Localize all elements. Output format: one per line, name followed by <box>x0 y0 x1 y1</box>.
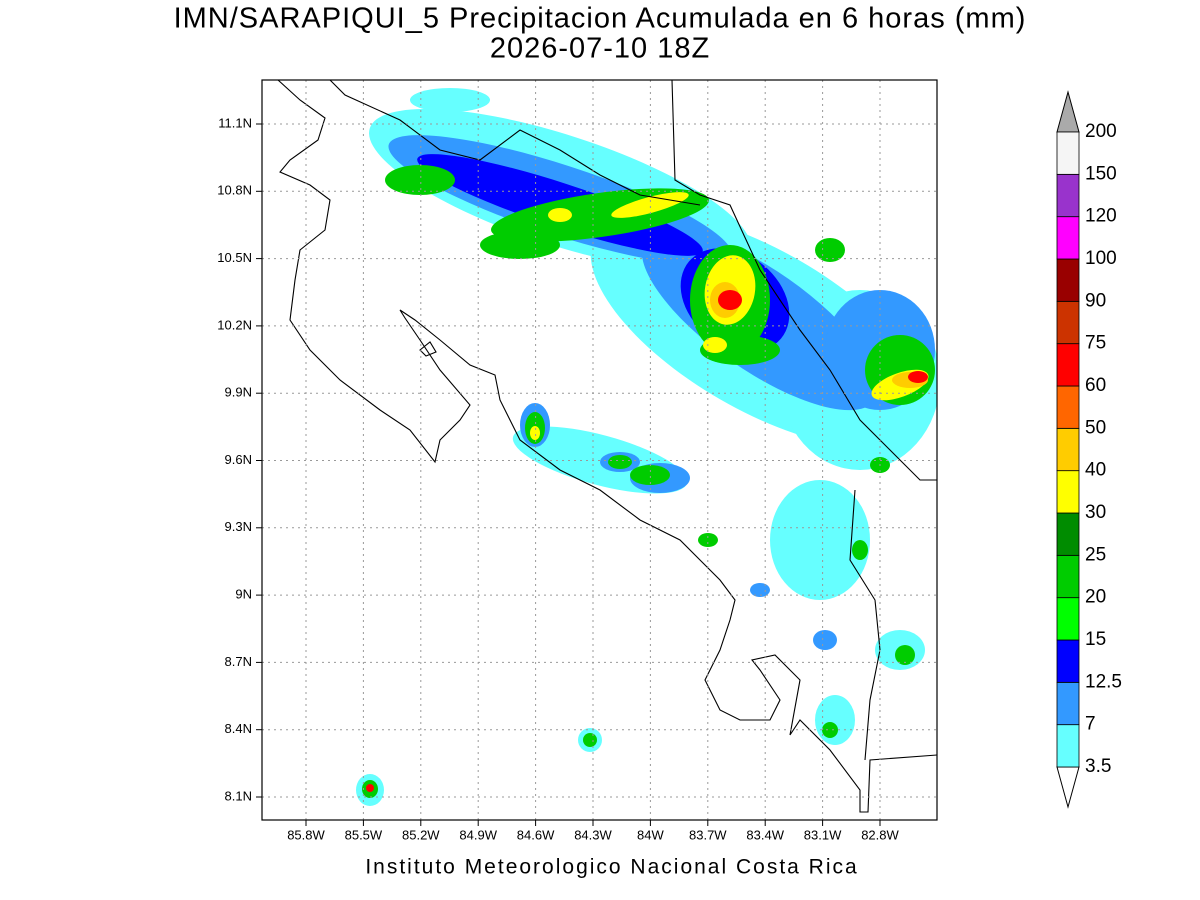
lat-label: 10.8N <box>217 183 252 198</box>
lon-label: 84.6W <box>517 827 555 842</box>
colorbar-arrow-below <box>1056 766 1080 809</box>
subtitle: 2026-07-10 18Z <box>490 33 710 65</box>
colorbar-label: 60 <box>1085 375 1106 396</box>
colorbar-label: 20 <box>1085 587 1106 608</box>
colorbar-label: 25 <box>1085 544 1106 565</box>
title: IMN/SARAPIQUI_5 Precipitacion Acumulada … <box>174 3 1027 35</box>
colorbar-label: 3.5 <box>1085 756 1111 777</box>
colorbar-swatch <box>1056 385 1080 429</box>
colorbar-swatch <box>1056 216 1080 260</box>
lon-label: 85.8W <box>287 827 325 842</box>
map-frame <box>261 79 938 821</box>
colorbar-label: 30 <box>1085 502 1106 523</box>
colorbar-label: 150 <box>1085 163 1117 184</box>
lat-label: 8.4N <box>225 721 252 736</box>
colorbar-swatch <box>1056 300 1080 345</box>
colorbar-swatch <box>1056 343 1080 387</box>
colorbar-swatch <box>1056 173 1080 218</box>
lat-label: 10.5N <box>217 250 252 265</box>
lon-label: 83.1W <box>804 827 842 842</box>
colorbar-arrow-above <box>1056 90 1080 133</box>
colorbar-swatch <box>1056 597 1080 641</box>
lon-label: 85.5W <box>345 827 383 842</box>
colorbar-swatch <box>1056 639 1080 683</box>
lat-label: 10.2N <box>217 317 252 332</box>
colorbar-label: 100 <box>1085 248 1117 269</box>
colorbar-swatch <box>1056 554 1080 599</box>
graticule: 11.1N 10.8N 10.5N 10.2N 9.9N 9.6N 9.3N 9N 8.7N 8.… <box>217 80 937 842</box>
colorbar: 3.5 7 12.5 15 20 25 30 40 50 60 75 90 100 120 150 200 <box>1056 90 1122 809</box>
precipitation-field <box>356 88 937 806</box>
colorbar-label: 7 <box>1085 714 1096 735</box>
colorbar-swatch <box>1056 131 1080 175</box>
lat-label: 8.7N <box>225 654 252 669</box>
colorbar-label: 75 <box>1085 333 1106 354</box>
colorbar-swatch <box>1056 470 1080 514</box>
colorbar-swatch <box>1056 681 1080 726</box>
colorbar-label: 40 <box>1085 460 1106 481</box>
lon-label: 83.4W <box>746 827 784 842</box>
lat-label: 8.1N <box>225 788 252 803</box>
lat-label: 9.9N <box>225 385 252 400</box>
colorbar-swatch <box>1056 724 1080 768</box>
lon-label: 85.2W <box>402 827 440 842</box>
credit: Instituto Meteorologico Nacional Costa R… <box>365 856 858 879</box>
lon-label: 82.8W <box>861 827 899 842</box>
colorbar-swatch <box>1056 258 1080 302</box>
colorbar-label: 120 <box>1085 206 1117 227</box>
lat-label: 9.6N <box>225 452 252 467</box>
colorbar-label: 200 <box>1085 121 1117 142</box>
lat-label: 9N <box>235 587 252 602</box>
lon-label: 84.3W <box>574 827 612 842</box>
colorbar-label: 12.5 <box>1085 671 1122 692</box>
lat-label: 11.1N <box>218 115 252 130</box>
lat-label: 9.3N <box>225 519 252 534</box>
colorbar-label: 90 <box>1085 290 1106 311</box>
colorbar-swatch <box>1056 512 1080 556</box>
colorbar-label: 15 <box>1085 629 1106 650</box>
lon-label: 84.9W <box>459 827 497 842</box>
colorbar-label: 50 <box>1085 417 1106 438</box>
colorbar-swatch <box>1056 427 1080 472</box>
lon-label: 83.7W <box>689 827 727 842</box>
lon-label: 84W <box>637 827 664 842</box>
